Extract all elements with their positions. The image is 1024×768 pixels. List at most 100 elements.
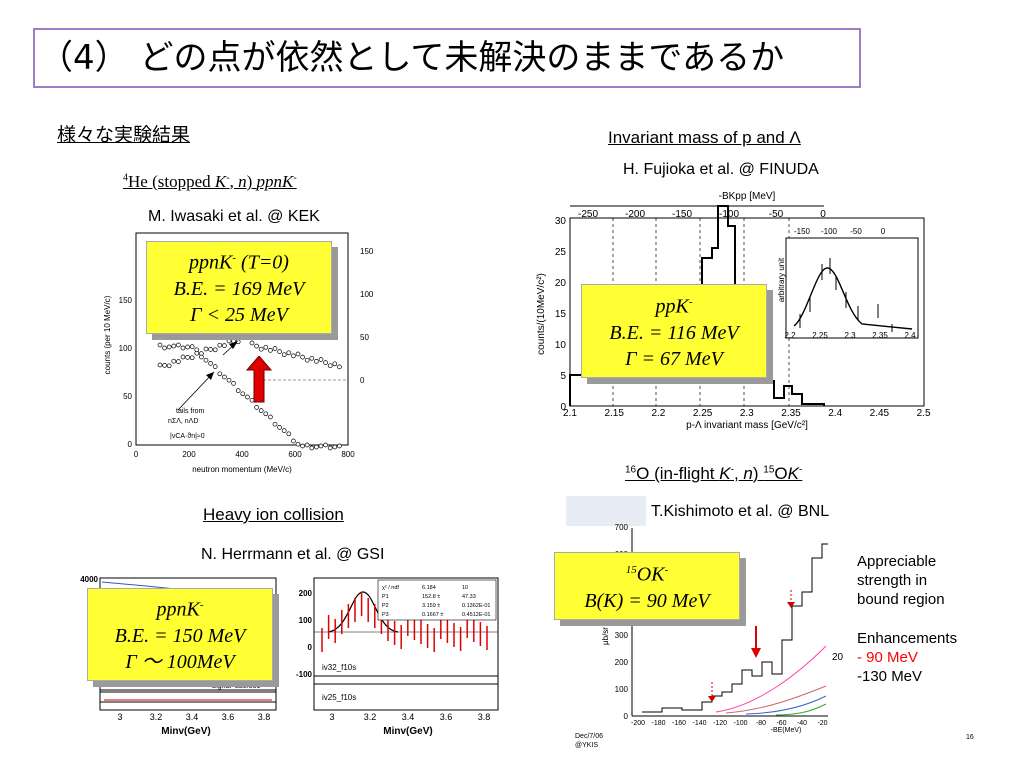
gsi-stat-cell: P1 (382, 594, 389, 600)
kek-data-point (208, 361, 213, 366)
gsi-right-x-tick-3: 3.6 (440, 712, 453, 722)
finuda-x-tick-4: 2.3 (740, 408, 754, 419)
kek-y2-tick-1: 50 (360, 333, 369, 342)
kek-data-point (235, 388, 241, 393)
gsi-right-x-tick-2: 3.4 (402, 712, 415, 722)
footer-org: @YKIS (575, 742, 599, 749)
kek-x-tick-2: 400 (235, 450, 249, 459)
kek-data-point (245, 335, 250, 340)
footer-date: Dec/7/06 (575, 733, 604, 740)
kek-data-point (314, 359, 319, 364)
kek-data-point (212, 347, 218, 353)
kek-data-point (176, 359, 181, 364)
kek-data-point (272, 346, 278, 351)
kek-data-point (166, 344, 172, 350)
finuda-y-label: counts/(10MeV/c²) (536, 273, 547, 355)
bnl-y-tick-2: 200 (615, 658, 629, 667)
kek-data-point (314, 444, 319, 450)
kek-data-point (249, 340, 255, 346)
kek-data-point (263, 344, 269, 350)
gsi-signal-text: Signal=228.581 (212, 683, 261, 690)
kek-y-tick-0: 0 (128, 440, 133, 449)
gsi-left-y-tick-0: 4000 (80, 575, 98, 584)
kek-data-point (268, 414, 273, 420)
kek-tails-sub: nΣΛ, nΛD (168, 418, 198, 425)
kek-data-point (208, 347, 213, 352)
bnl-y-label: μb/sr (601, 627, 610, 645)
kek-data-point (286, 350, 292, 356)
bnl-enh-title: Enhancements (857, 630, 958, 647)
gsi-heading: Heavy ion collision (203, 505, 344, 524)
bnl-note-1: Appreciable (857, 553, 937, 570)
kek-x-tick-1: 200 (182, 450, 196, 459)
bnl-y-tick-0: 0 (624, 712, 629, 721)
kek-data-point (291, 353, 296, 359)
kek-data-point (217, 342, 223, 348)
bnl-enh-black: -130 MeV (857, 668, 923, 685)
kek-data-point (268, 348, 273, 353)
finuda-author: H. Fujioka et al. @ FINUDA (623, 161, 819, 178)
kek-heading: 4He (stopped K-, n) ppnK- (123, 172, 297, 191)
kek-data-point (212, 364, 218, 369)
kek-data-point (318, 443, 324, 449)
gsi-stat-cell: 0.1667 ± (422, 612, 443, 618)
kek-data-point (226, 338, 232, 344)
kek-y2-tick-0: 0 (360, 376, 365, 385)
finuda-y-tick-1: 5 (560, 371, 566, 382)
gsi-annotation-box: ppnK- B.E. = 150 MeV Γ 〜 100MeV (87, 588, 273, 681)
kek-author: M. Iwasaki et al. @ KEK (148, 208, 320, 225)
gsi-right-plot: 200 100 0 -100 3 3.2 3.4 3.6 3.8 Minv(GeV) χ² /… (296, 577, 499, 737)
gsi-left-x-tick-1: 3.2 (150, 712, 163, 722)
finuda-heading: Invariant mass of p and Λ (608, 128, 801, 147)
kek-data-point (263, 411, 269, 417)
kek-y-tick-2: 100 (119, 344, 133, 353)
finuda-top-axis-label: -BKpp [MeV] (719, 191, 776, 202)
kek-cut-text: |vCA·ϑn|≈0 (170, 433, 205, 440)
bnl-annotation-box: 15OK- B(K) = 90 MeV (554, 552, 740, 620)
gsi-iv-label-b: iv25_f10s (322, 693, 356, 702)
kek-data-point (194, 347, 200, 353)
finuda-x-tick-1: 2.15 (604, 408, 624, 419)
finuda-x-tick-2: 2.2 (651, 408, 665, 419)
kek-data-point (323, 442, 328, 448)
kek-x-tick-4: 800 (341, 450, 355, 459)
kek-data-point (295, 351, 301, 357)
kek-data-point (332, 361, 338, 367)
kek-data-point (185, 355, 190, 360)
bnl-notes: Appreciable strength in bound region Enh… (857, 552, 957, 686)
slide-title: （4） どの点が依然として未解決のままであるか (33, 28, 861, 88)
gsi-right-y-tick-0: 200 (299, 589, 313, 598)
gsi-left-x-tick-4: 3.8 (258, 712, 271, 722)
finuda-inset-top-tick-2: -50 (850, 227, 862, 236)
gsi-right-x-tick-0: 3 (329, 712, 334, 722)
finuda-box-line1: ppK- (655, 295, 693, 318)
kek-data-point (337, 443, 342, 449)
bnl-x-tick-4: -120 (713, 720, 727, 727)
gsi-right-y-tick-3: -100 (296, 670, 313, 679)
gsi-right-y-tick-1: 100 (299, 616, 313, 625)
kek-data-point (300, 443, 305, 449)
gsi-stat-cell: 152.8 ± (422, 594, 440, 600)
kek-data-point (189, 355, 195, 361)
kek-data-point (323, 360, 328, 365)
finuda-inset-x-tick-1: 2.25 (812, 331, 828, 340)
kek-data-point (203, 346, 209, 352)
kek-data-point (281, 428, 287, 433)
finuda-inset-top-tick-3: 0 (881, 227, 886, 236)
gsi-stat-cell: χ² / ndf (382, 585, 399, 591)
kek-box-line2: B.E. = 169 MeV (173, 277, 305, 300)
bnl-box-line1: 15OK- (625, 563, 669, 586)
kek-data-point (217, 371, 223, 377)
finuda-x-label: p-Λ invariant mass [GeV/c²] (686, 420, 808, 431)
finuda-top-tick-5: 0 (820, 209, 826, 220)
gsi-stat-cell: P2 (382, 603, 389, 609)
bnl-y-tick-1: 100 (615, 685, 629, 694)
gsi-box-line3: Γ 〜 100MeV (125, 650, 235, 673)
kek-data-point (166, 363, 172, 369)
kek-data-point (157, 342, 163, 348)
finuda-inset-top-tick-0: -150 (794, 227, 811, 236)
bnl-heading: 16O (in-flight K-, n) 15OK- (625, 464, 803, 483)
kek-plot: 0 50 100 150 0 200 400 600 800 0 50 100 150 counts… (103, 232, 374, 474)
bnl-x-tick-6: -80 (756, 720, 766, 727)
bnl-x-tick-2: -160 (672, 720, 686, 727)
